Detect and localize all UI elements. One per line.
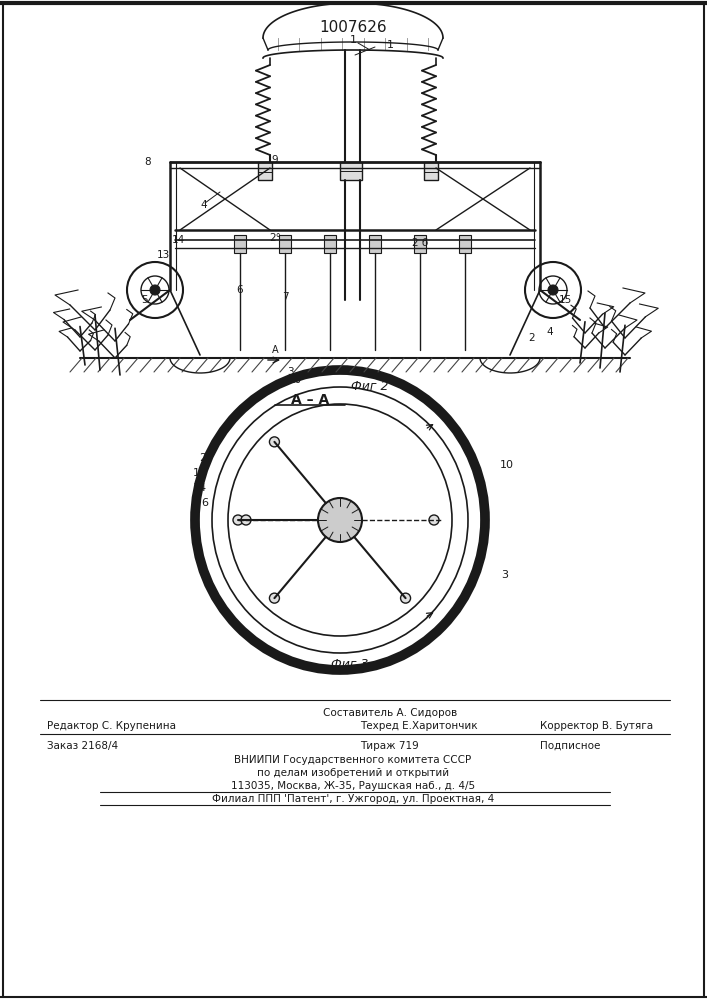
Bar (459, 235, 471, 253)
Bar (258, 162, 272, 180)
Circle shape (241, 515, 251, 525)
Text: 7: 7 (281, 292, 288, 302)
Text: 6: 6 (201, 498, 209, 508)
Text: Фиг 2: Фиг 2 (351, 379, 389, 392)
Text: 2: 2 (529, 333, 535, 343)
Text: Техред Е.Харитончик: Техред Е.Харитончик (360, 721, 478, 731)
Text: 13: 13 (193, 468, 207, 478)
Text: 13: 13 (156, 250, 170, 260)
Circle shape (150, 285, 160, 295)
Text: 14: 14 (193, 483, 207, 493)
Text: 9: 9 (271, 155, 279, 165)
Text: 5: 5 (141, 295, 148, 305)
Bar (414, 235, 426, 253)
Text: 6: 6 (237, 285, 243, 295)
Text: 15: 15 (559, 295, 572, 305)
Circle shape (269, 437, 279, 447)
Text: 10: 10 (500, 460, 514, 470)
Text: 14: 14 (171, 235, 185, 245)
Text: A: A (271, 345, 279, 355)
Text: Тираж 719: Тираж 719 (360, 741, 419, 751)
Text: 8: 8 (145, 157, 151, 167)
Text: 10: 10 (288, 375, 302, 385)
Text: 1007626: 1007626 (319, 20, 387, 35)
Text: 1: 1 (349, 35, 356, 45)
Text: ВНИИПИ Государственного комитета СССР: ВНИИПИ Государственного комитета СССР (235, 755, 472, 765)
Text: 113035, Москва, Ж-35, Раушская наб., д. 4/5: 113035, Москва, Ж-35, Раушская наб., д. … (231, 781, 475, 791)
Text: Корректор В. Бутяга: Корректор В. Бутяга (540, 721, 653, 731)
Text: 2 б: 2 б (412, 238, 428, 248)
Text: Филиал ППП 'Патент', г. Ужгород, ул. Проектная, 4: Филиал ППП 'Патент', г. Ужгород, ул. Про… (212, 794, 494, 804)
Text: 1: 1 (387, 40, 394, 50)
Bar (369, 235, 381, 253)
Circle shape (401, 593, 411, 603)
Circle shape (318, 498, 362, 542)
Text: Заказ 2168/4: Заказ 2168/4 (47, 741, 118, 751)
Circle shape (548, 285, 558, 295)
Text: Подписное: Подписное (540, 741, 600, 751)
Circle shape (233, 515, 243, 525)
Text: 4: 4 (547, 327, 554, 337)
Bar (424, 162, 438, 180)
Text: 2°: 2° (269, 233, 281, 243)
Bar (279, 235, 291, 253)
Text: Составитель А. Сидоров: Составитель А. Сидоров (323, 708, 457, 718)
Text: 3: 3 (286, 367, 293, 377)
Text: 3: 3 (501, 570, 508, 580)
Text: Редактор С. Крупенина: Редактор С. Крупенина (47, 721, 176, 731)
Bar (324, 235, 336, 253)
Circle shape (269, 593, 279, 603)
Text: А – А: А – А (291, 393, 329, 407)
Bar (340, 162, 362, 180)
Text: по делам изобретений и открытий: по делам изобретений и открытий (257, 768, 449, 778)
Text: Фиг 3: Фиг 3 (332, 658, 369, 672)
Text: 4: 4 (200, 200, 206, 210)
Text: 2: 2 (199, 453, 206, 463)
Circle shape (429, 515, 439, 525)
Bar (234, 235, 246, 253)
